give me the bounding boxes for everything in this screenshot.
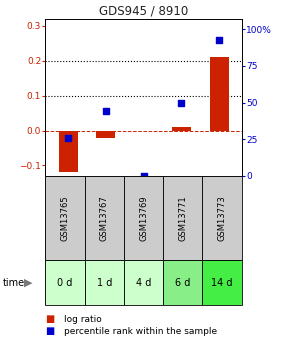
Bar xyxy=(124,176,163,260)
Text: time: time xyxy=(3,278,25,288)
Bar xyxy=(172,127,191,131)
Bar xyxy=(85,176,124,260)
Bar xyxy=(45,260,85,305)
Text: GSM13769: GSM13769 xyxy=(139,195,148,241)
Bar xyxy=(209,57,229,131)
Point xyxy=(141,173,146,179)
Bar xyxy=(202,260,242,305)
Bar xyxy=(96,131,115,138)
Title: GDS945 / 8910: GDS945 / 8910 xyxy=(99,5,188,18)
Text: ■: ■ xyxy=(45,314,55,324)
Bar xyxy=(45,176,85,260)
Text: percentile rank within the sample: percentile rank within the sample xyxy=(64,327,218,336)
Bar xyxy=(85,260,124,305)
Bar xyxy=(124,260,163,305)
Text: GSM13765: GSM13765 xyxy=(61,195,69,241)
Text: 14 d: 14 d xyxy=(211,278,233,288)
Point xyxy=(179,100,184,105)
Point xyxy=(217,37,222,42)
Text: 4 d: 4 d xyxy=(136,278,151,288)
Point xyxy=(103,109,108,114)
Text: GSM13767: GSM13767 xyxy=(100,195,109,241)
Bar xyxy=(59,131,78,172)
Bar xyxy=(163,176,202,260)
Bar xyxy=(163,260,202,305)
Text: GSM13773: GSM13773 xyxy=(218,195,226,241)
Bar xyxy=(202,176,242,260)
Text: 6 d: 6 d xyxy=(175,278,190,288)
Text: ▶: ▶ xyxy=(24,278,33,288)
Text: log ratio: log ratio xyxy=(64,315,102,324)
Text: 1 d: 1 d xyxy=(97,278,112,288)
Text: ■: ■ xyxy=(45,326,55,336)
Point xyxy=(66,135,70,140)
Text: GSM13771: GSM13771 xyxy=(178,195,187,241)
Text: 0 d: 0 d xyxy=(57,278,73,288)
